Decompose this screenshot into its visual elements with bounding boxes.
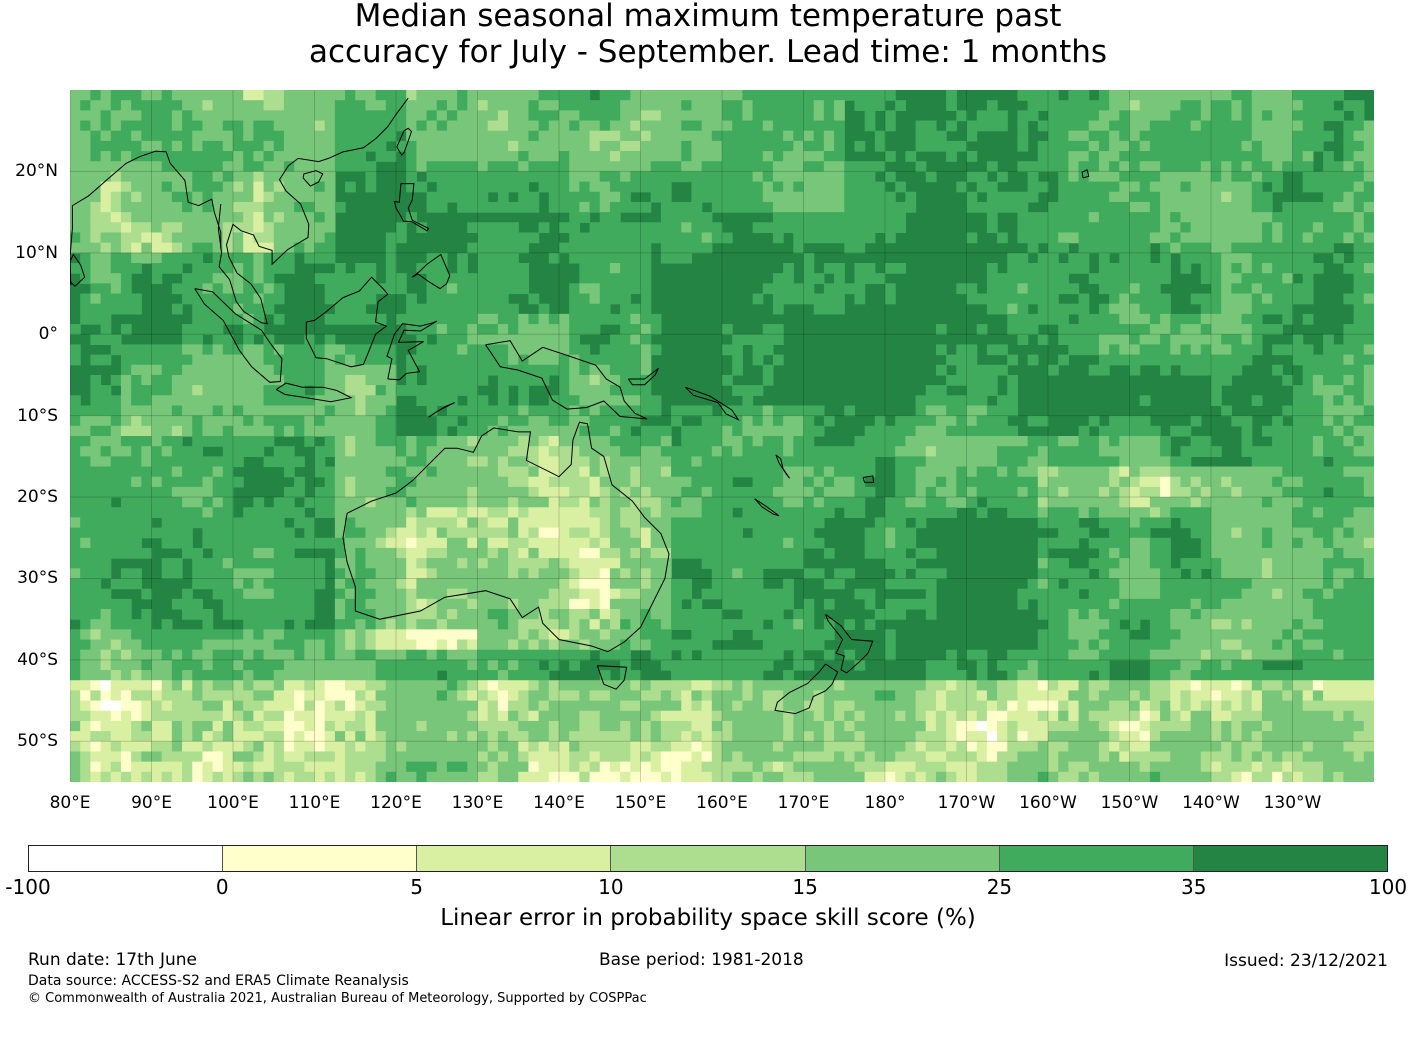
fiji-coast	[862, 475, 875, 483]
map-gridlines	[70, 90, 1374, 782]
map-title-line-2: accuracy for July - September. Lead time…	[308, 34, 1108, 70]
new-guinea-coast	[485, 340, 648, 420]
longitude-tick-label: 90°E	[131, 793, 172, 813]
skill-score-map	[70, 90, 1374, 782]
solomon-coast	[684, 386, 740, 421]
longitude-tick-label: 170°W	[937, 793, 996, 813]
colorbar-tick-label: 100	[1368, 875, 1408, 899]
borneo-coast	[305, 276, 389, 368]
colorbar-segment	[999, 846, 1194, 871]
hainan-coast	[302, 170, 324, 187]
longitude-tick-label: 130°E	[451, 793, 504, 813]
data-source: Data source: ACCESS-S2 and ERA5 Climate …	[28, 973, 409, 989]
colorbar-tick-label: -100	[5, 875, 51, 899]
vanuatu-coast	[775, 454, 791, 479]
colorbar-segment	[611, 846, 806, 871]
new-britain-coast	[627, 368, 659, 386]
longitude-tick-label: 160°W	[1019, 793, 1077, 813]
colorbar-tick-label: 35	[1180, 875, 1207, 899]
taiwan-coast	[396, 127, 413, 156]
tasmania-coast	[596, 665, 628, 690]
sumatra-coast	[194, 288, 283, 383]
copyright: © Commonwealth of Australia 2021, Austra…	[28, 991, 647, 1006]
skill-field	[70, 90, 1374, 782]
longitude-tick-label: 110°E	[288, 793, 341, 813]
latitude-tick-label: 20°S	[17, 487, 58, 508]
colorbar-segment	[417, 846, 612, 871]
map-title-line-1: Median seasonal maximum temperature past	[354, 0, 1062, 34]
latitude-tick-label: 10°S	[17, 405, 58, 426]
colorbar-tick-label: 25	[986, 875, 1013, 899]
colorbar-tick-label: 5	[410, 875, 423, 899]
issued-date: Issued: 23/12/2021	[1224, 951, 1388, 971]
run-date: Run date: 17th June	[28, 950, 197, 970]
longitude-tick-label: 130°W	[1263, 793, 1322, 813]
base-period: Base period: 1981-2018	[599, 950, 804, 970]
colorbar-segment	[29, 846, 224, 871]
coastlines	[70, 97, 1090, 715]
java-coast	[275, 382, 353, 403]
longitude-tick-label: 120°E	[370, 793, 422, 813]
nz-north-island-coast	[825, 613, 874, 674]
colorbar-tick-label: 15	[792, 875, 818, 899]
malay-indochina-coast	[217, 97, 409, 325]
luzon-coast	[393, 183, 430, 232]
latitude-tick-label: 30°S	[17, 568, 58, 589]
latitude-tick-label: 0°	[38, 324, 58, 345]
nz-south-island-coast	[774, 663, 839, 715]
latitude-tick-label: 10°N	[15, 242, 58, 263]
longitude-tick-label: 100°E	[207, 793, 259, 813]
mindanao-coast	[411, 253, 451, 290]
sri-lanka-coast	[70, 253, 86, 287]
latitude-tick-label: 40°S	[17, 649, 58, 670]
colorbar-segment	[1193, 846, 1387, 871]
hawaii-coast	[1081, 169, 1090, 179]
colorbar-segment	[805, 846, 1000, 871]
longitude-tick-label: 80°E	[49, 793, 91, 813]
sulawesi-coast	[386, 320, 438, 381]
new-caledonia-coast	[754, 498, 780, 517]
colorbar	[28, 845, 1388, 872]
bay-of-bengal-coast	[70, 150, 222, 286]
latitude-tick-label: 20°N	[15, 161, 58, 182]
longitude-tick-label: 180°	[864, 793, 906, 813]
latitude-tick-label: 50°S	[17, 731, 58, 752]
longitude-tick-label: 170°E	[777, 793, 830, 813]
colorbar-tick-label: 0	[215, 875, 229, 899]
australia-coast	[342, 421, 670, 653]
longitude-tick-label: 140°E	[533, 793, 585, 813]
longitude-tick-label: 160°E	[696, 793, 748, 813]
colorbar-segment	[223, 846, 418, 871]
timor-coast	[428, 402, 455, 418]
colorbar-tick-label: 10	[598, 875, 624, 899]
longitude-tick-label: 150°W	[1100, 793, 1159, 813]
longitude-tick-label: 150°E	[614, 793, 667, 813]
longitude-tick-label: 140°W	[1182, 793, 1240, 813]
colorbar-label: Linear error in probability space skill …	[440, 905, 976, 931]
